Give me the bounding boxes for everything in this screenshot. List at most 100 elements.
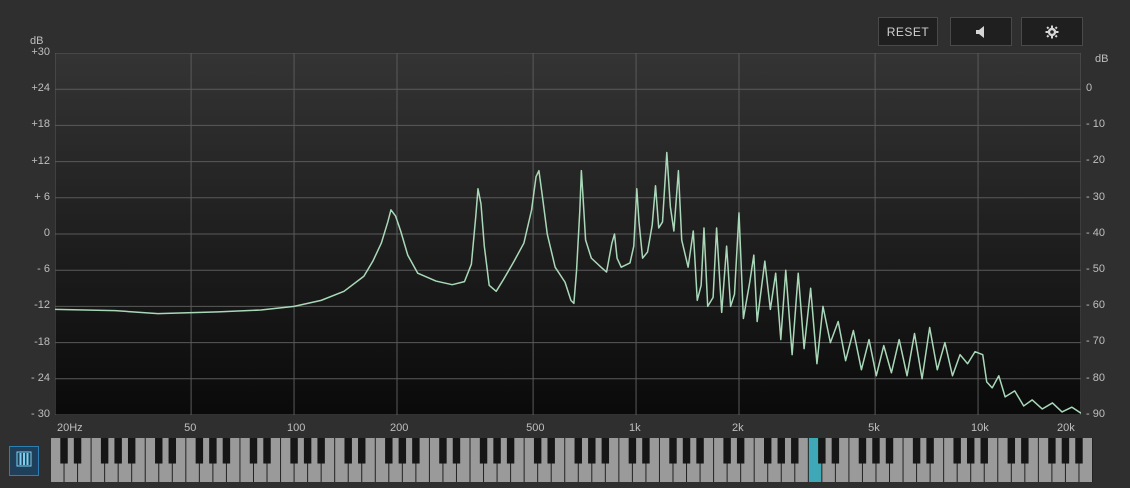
piano-keys-icon	[16, 451, 32, 472]
spectrum-curve	[55, 151, 1081, 414]
left-tick-label: - 24	[31, 371, 50, 384]
freq-tick-label: 100	[287, 422, 306, 434]
black-key[interactable]	[791, 438, 799, 464]
left-tick-label: + 6	[34, 190, 50, 203]
freq-tick-label: 20k	[1057, 422, 1075, 434]
black-key[interactable]	[127, 438, 136, 464]
left-tick-label: -18	[34, 335, 50, 348]
left-tick-label: -12	[34, 299, 50, 312]
freq-tick-label: 50	[184, 422, 197, 434]
piano-keys	[51, 438, 1092, 482]
left-tick-label: 0	[43, 227, 50, 239]
left-tick-label: +24	[31, 82, 50, 95]
black-key[interactable]	[547, 438, 555, 464]
black-key[interactable]	[398, 438, 407, 464]
black-key[interactable]	[412, 438, 420, 464]
gear-icon	[1045, 25, 1059, 39]
black-key[interactable]	[818, 438, 826, 464]
black-key[interactable]	[574, 438, 582, 464]
black-key[interactable]	[601, 438, 610, 464]
black-key[interactable]	[73, 438, 82, 464]
black-key[interactable]	[777, 438, 785, 464]
black-key[interactable]	[669, 438, 677, 464]
freq-tick-label: 5k	[868, 422, 880, 434]
black-key[interactable]	[358, 438, 366, 464]
left-tick-label: +18	[31, 118, 50, 131]
right-tick-label: - 20	[1086, 154, 1105, 167]
black-key[interactable]	[155, 438, 163, 464]
speaker-button[interactable]	[950, 17, 1012, 46]
black-key[interactable]	[317, 438, 325, 464]
black-key[interactable]	[1075, 438, 1083, 464]
black-key[interactable]	[506, 438, 515, 464]
right-tick-label: 0	[1086, 82, 1093, 94]
black-key[interactable]	[479, 438, 488, 464]
black-key[interactable]	[249, 438, 258, 464]
freq-tick-label: 10k	[971, 422, 989, 434]
black-key[interactable]	[872, 438, 880, 464]
spectrum-svg	[55, 53, 1081, 415]
toolbar: RESET	[0, 0, 1130, 52]
speaker-icon	[974, 25, 988, 39]
black-key[interactable]	[831, 438, 840, 464]
black-key[interactable]	[452, 438, 461, 464]
black-key[interactable]	[195, 438, 204, 464]
black-key[interactable]	[966, 438, 975, 464]
black-key[interactable]	[439, 438, 447, 464]
left-tick-label: - 6	[37, 263, 50, 276]
right-tick-label: - 30	[1086, 190, 1105, 203]
right-tick-label: - 70	[1086, 335, 1105, 348]
black-key[interactable]	[533, 438, 542, 464]
black-key[interactable]	[385, 438, 393, 464]
black-key[interactable]	[885, 438, 894, 464]
right-tick-label: - 80	[1086, 371, 1105, 384]
black-key[interactable]	[682, 438, 691, 464]
freq-tick-label: 20Hz	[57, 422, 83, 434]
piano-keyboard[interactable]	[51, 438, 1093, 482]
black-key[interactable]	[912, 438, 921, 464]
black-key[interactable]	[696, 438, 704, 464]
piano-toggle-button[interactable]	[9, 446, 39, 476]
reset-button[interactable]: RESET	[878, 17, 938, 46]
spectrum-plot	[55, 53, 1081, 415]
freq-tick-label: 500	[526, 422, 545, 434]
black-key[interactable]	[209, 438, 217, 464]
right-tick-label: - 90	[1086, 407, 1105, 420]
black-key[interactable]	[588, 438, 596, 464]
left-tick-label: +30	[31, 46, 50, 58]
right-tick-label: - 50	[1086, 263, 1105, 275]
black-key[interactable]	[222, 438, 231, 464]
right-tick-label: - 60	[1086, 299, 1105, 312]
right-tick-label: - 40	[1086, 226, 1105, 239]
black-key[interactable]	[723, 438, 731, 464]
black-key[interactable]	[100, 438, 109, 464]
black-key[interactable]	[926, 438, 934, 464]
right-tick-label: - 10	[1086, 118, 1105, 131]
black-key[interactable]	[60, 438, 68, 464]
black-key[interactable]	[980, 438, 988, 464]
settings-button[interactable]	[1021, 17, 1083, 46]
black-key[interactable]	[344, 438, 352, 464]
black-key[interactable]	[642, 438, 650, 464]
black-key[interactable]	[303, 438, 312, 464]
black-key[interactable]	[290, 438, 298, 464]
black-key[interactable]	[764, 438, 772, 464]
freq-tick-label: 2k	[732, 422, 744, 434]
left-tick-label: +12	[31, 154, 50, 167]
black-key[interactable]	[1021, 438, 1029, 464]
black-key[interactable]	[736, 438, 745, 464]
black-key[interactable]	[1061, 438, 1070, 464]
black-key[interactable]	[858, 438, 867, 464]
black-key[interactable]	[1048, 438, 1056, 464]
freq-tick-label: 1k	[629, 422, 641, 434]
black-key[interactable]	[1007, 438, 1016, 464]
right-axis-unit: dB	[1095, 53, 1109, 65]
black-key[interactable]	[263, 438, 271, 464]
left-tick-label: - 30	[31, 408, 50, 420]
black-key[interactable]	[493, 438, 501, 464]
black-key[interactable]	[168, 438, 177, 464]
black-key[interactable]	[114, 438, 122, 464]
black-key[interactable]	[628, 438, 637, 464]
black-key[interactable]	[953, 438, 961, 464]
